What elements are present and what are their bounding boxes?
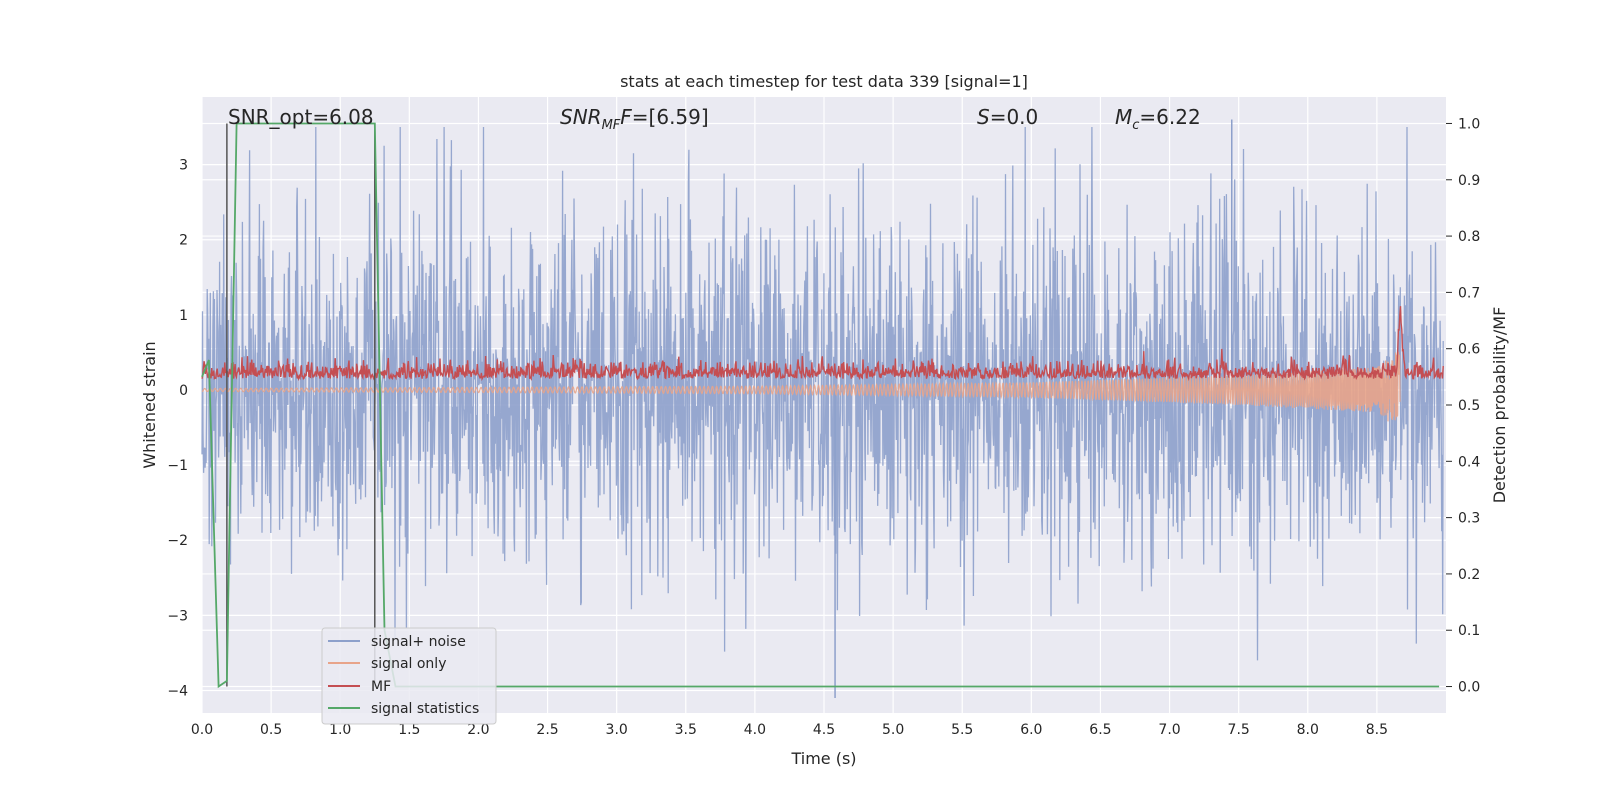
y-right-tick-label: 1.0 xyxy=(1458,116,1480,132)
x-tick-labels: 0.0 0.5 1.0 1.5 2.0 2.5 3.0 3.5 4.0 4.5 5.0 5.5 6.0 6… xyxy=(191,722,1388,738)
x-tick-label: 5.5 xyxy=(951,722,973,738)
y-right-tick-label: 0.9 xyxy=(1458,173,1480,189)
x-tick-label: 0.5 xyxy=(260,722,282,738)
x-tick-label: 6.5 xyxy=(1089,722,1111,738)
y-tick-label: −3 xyxy=(167,608,188,624)
snr-mf-name: SNR xyxy=(560,105,602,129)
x-tick-label: 6.0 xyxy=(1020,722,1042,738)
legend-label-mf: MF xyxy=(371,679,391,695)
y-tick-label: 2 xyxy=(179,233,188,249)
y-right-tick-label: 0.1 xyxy=(1458,623,1480,639)
legend-label-signal-noise: signal+ noise xyxy=(371,634,466,650)
legend-label-signal-statistics: signal statistics xyxy=(371,701,479,717)
x-tick-label: 7.0 xyxy=(1158,722,1180,738)
snr-mf-annotation: SNRMFF=[6.59] xyxy=(560,105,709,133)
y-axis-label: Whitened strain xyxy=(140,341,159,468)
legend-label-signal-only: signal only xyxy=(371,656,446,672)
mc-sub: c xyxy=(1132,118,1139,133)
x-tick-label: 2.0 xyxy=(467,722,489,738)
snr-mf-value: =[6.59] xyxy=(632,105,709,129)
y-right-tick-label: 0.2 xyxy=(1458,567,1480,583)
series-signal-only xyxy=(202,351,1401,422)
series-layer xyxy=(201,119,1444,698)
series-signal-statistics xyxy=(201,122,1440,689)
x-tick-label: 3.0 xyxy=(606,722,628,738)
y-right-tick-label: 0.8 xyxy=(1458,229,1480,245)
x-tick-label: 7.5 xyxy=(1228,722,1250,738)
legend: signal+ noise signal only MF signal stat… xyxy=(321,627,497,725)
y-right-tick-label: 0.4 xyxy=(1458,454,1480,470)
s-annotation: S=0.0 xyxy=(977,105,1038,129)
legend-box xyxy=(321,627,497,725)
mc-value: =6.22 xyxy=(1139,105,1200,129)
series-signal-noise xyxy=(201,126,1444,661)
y-right-tick-label: 0.5 xyxy=(1458,398,1480,414)
y-right-tick-label: 0.7 xyxy=(1458,285,1480,301)
y-tick-label: −4 xyxy=(167,683,188,699)
y-tick-label: −2 xyxy=(167,533,188,549)
snr-mf-sub: MF xyxy=(602,118,621,133)
y-right-tick-label: 0.3 xyxy=(1458,511,1480,527)
y-right-tick-label: 0.0 xyxy=(1458,680,1480,696)
y-tick-labels: 3 2 1 0 −1 −2 −3 −4 xyxy=(167,158,188,700)
x-tick-label: 5.0 xyxy=(882,722,904,738)
y-tick-label: −1 xyxy=(167,458,188,474)
x-axis-label: Time (s) xyxy=(790,749,856,768)
x-tick-label: 8.0 xyxy=(1297,722,1319,738)
y-right-tick-label: 0.6 xyxy=(1458,342,1480,358)
x-tick-label: 3.5 xyxy=(675,722,697,738)
snr-opt-annotation: SNR_opt=6.08 xyxy=(228,105,374,129)
y-tick-label: 3 xyxy=(179,158,188,174)
snr-mf-f: F xyxy=(620,105,632,129)
y-tick-label: 0 xyxy=(179,383,188,399)
x-tick-label: 1.5 xyxy=(398,722,420,738)
mc-name: M xyxy=(1115,105,1132,129)
x-tick-label: 2.5 xyxy=(536,722,558,738)
x-tick-label: 4.0 xyxy=(744,722,766,738)
x-tick-label: 8.5 xyxy=(1366,722,1388,738)
x-tick-label: 1.0 xyxy=(329,722,351,738)
y-tick-label: 1 xyxy=(179,308,188,324)
y-right-tick-labels: 1.0 0.9 0.8 0.7 0.6 0.5 0.4 0.3 0.2 0.1 0.0 xyxy=(1446,116,1480,696)
x-tick-label: 0.0 xyxy=(191,722,213,738)
mc-annotation: Mc=6.22 xyxy=(1115,105,1201,133)
x-tick-label: 4.5 xyxy=(813,722,835,738)
y-right-axis-label: Detection probability/MF xyxy=(1490,307,1509,504)
chart-title: stats at each timestep for test data 339… xyxy=(620,72,1028,91)
series-mf xyxy=(201,306,1444,382)
s-name: S xyxy=(977,105,990,129)
s-value: =0.0 xyxy=(990,105,1039,129)
